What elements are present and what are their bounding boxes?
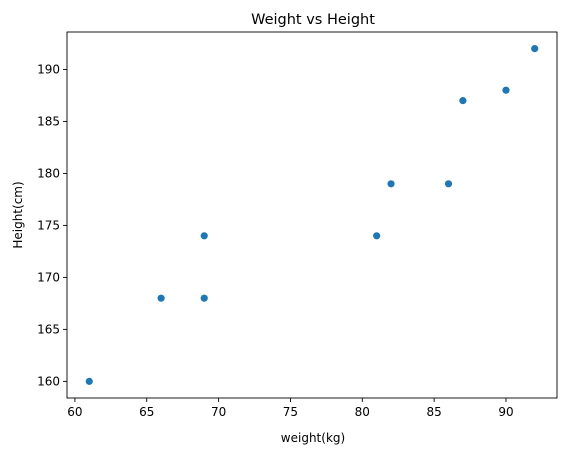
plot-area — [66, 31, 558, 399]
data-point — [502, 86, 510, 94]
data-point — [200, 294, 208, 302]
y-tick-label: 190 — [37, 62, 60, 76]
y-axis: 160 165 170 175 180 185 190 — [37, 62, 67, 388]
data-point — [85, 377, 93, 385]
y-tick-label: 165 — [37, 322, 60, 336]
x-axis: 60 65 70 75 80 85 90 — [67, 398, 514, 419]
data-point — [444, 180, 453, 188]
y-tick-label: 175 — [37, 218, 60, 232]
x-tick-label: 75 — [283, 405, 298, 419]
data-point — [531, 45, 539, 53]
x-tick-label: 80 — [355, 405, 370, 419]
x-tick-label: 65 — [139, 405, 154, 419]
x-tick-label: 90 — [498, 405, 513, 419]
data-point — [459, 97, 467, 105]
data-points — [85, 45, 539, 385]
y-tick-label: 180 — [37, 166, 60, 180]
x-tick-label: 85 — [427, 405, 442, 419]
x-axis-label: weight(kg) — [281, 431, 345, 445]
data-point — [200, 232, 208, 240]
y-tick-label: 160 — [37, 374, 60, 388]
x-tick-label: 60 — [67, 405, 82, 419]
y-axis-label: Height(cm) — [11, 181, 25, 248]
x-tick-label: 70 — [211, 405, 226, 419]
y-tick-label: 185 — [37, 114, 60, 128]
chart-title: Weight vs Height — [251, 12, 375, 28]
data-point — [387, 180, 395, 188]
data-point — [373, 232, 381, 240]
y-tick-label: 170 — [37, 270, 60, 284]
data-point — [157, 294, 165, 302]
